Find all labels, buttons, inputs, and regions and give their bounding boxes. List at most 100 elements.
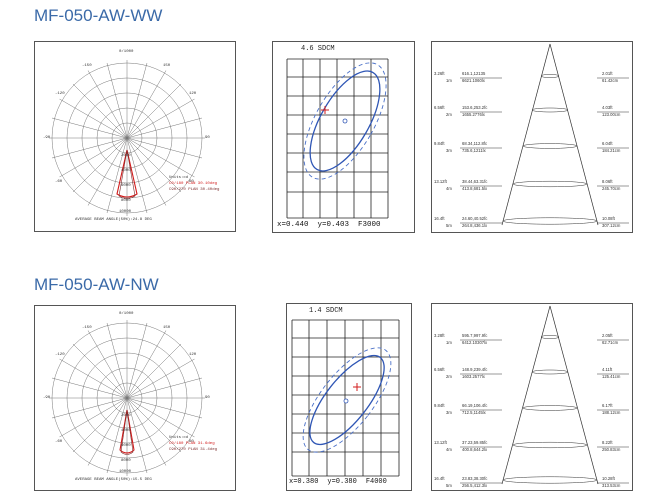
- cie-x-value: x=0.380: [289, 478, 319, 486]
- angle-label: -120: [55, 353, 65, 357]
- cone-distance: 13.12ft: [434, 179, 447, 184]
- sdcm-label: 4.6 SDCM: [301, 45, 335, 53]
- ring-label: 2000: [121, 414, 131, 418]
- polar-diagram: [49, 60, 205, 216]
- angle-label: -60: [55, 180, 63, 184]
- cone-illuminance: 413.8,681.5lx: [462, 186, 488, 191]
- angle-label: -150: [82, 326, 92, 330]
- cone-diagram-nw: 3.28ft 1m 595.7,997.9fc 6412.10307lx 2.05ft 6…: [431, 303, 633, 491]
- angle-label: -150: [82, 64, 92, 68]
- cone-illuminance: 264.8,436.1lx: [462, 223, 488, 228]
- cone-diameter: 245.70cm: [602, 186, 621, 191]
- angle-label: 90: [205, 136, 210, 140]
- cone-distance: 6.56ft: [434, 367, 445, 372]
- polar-chart-ww: 0/1000 -150 150 -120 120 -90 90 -60 60 2…: [34, 41, 236, 232]
- cone-diameter: 188.12cm: [602, 410, 621, 415]
- cone-diameter: 184.21cm: [602, 148, 621, 153]
- cone-distance: 13.12ft: [434, 440, 447, 445]
- cone-illuminance: 68.34,112.8fc: [462, 141, 488, 146]
- ring-label: 4000: [121, 429, 131, 433]
- cone-diagram-ww: 3.26ft 1m 616.1,12135 6621.1060lx 2.01ft 61.4…: [431, 41, 633, 233]
- cone-illuminance: 153.6,253.2fc: [462, 105, 488, 110]
- ring-label: 2000: [121, 154, 131, 158]
- angle-label: -60: [55, 440, 63, 444]
- cone-illuminance: 38.44,63.31fc: [462, 179, 488, 184]
- cie-y-value: y=0.380: [327, 478, 357, 486]
- cone-diameter: 4.11ft: [602, 367, 613, 372]
- polar-top-label: 0/1000: [119, 50, 134, 54]
- cone-distance: 5m: [446, 223, 452, 228]
- cone-illuminance: 23.83,38.30fc: [462, 476, 488, 481]
- cone-distance: 2m: [446, 112, 452, 117]
- angle-label: 120: [189, 353, 197, 357]
- sdcm-grid: [291, 319, 400, 477]
- cone-illuminance: 616.1,12135: [462, 71, 486, 76]
- cone-diameter: 250.83cm: [602, 447, 621, 452]
- polar-top-label: 0/1000: [119, 312, 134, 316]
- cone-illuminance: 1603.2577lx: [462, 374, 485, 379]
- cone-illuminance: 66.19,106.4fc: [462, 403, 488, 408]
- cone-diameter: 125.41cm: [602, 374, 621, 379]
- angle-label: -90: [43, 136, 51, 140]
- cone-diameter: 4.03ft: [602, 105, 613, 110]
- chromaticity-readout: x=0.380 y=0.380 F4000: [289, 478, 396, 486]
- cone-diameter: 6.04ft: [602, 141, 613, 146]
- cone-illuminance: 256.5,412.3lx: [462, 483, 488, 488]
- ring-label: 6000: [121, 444, 131, 448]
- cie-x-value: x=0.440: [277, 221, 309, 229]
- ring-label: 8000: [121, 459, 131, 463]
- cone-diameter: 62.71cm: [602, 340, 619, 345]
- cone-diameter: 6.17ft: [602, 403, 613, 408]
- beam-angle-caption: AVERAGE BEAM ANGLE(50%):15.5 DEG: [75, 478, 152, 482]
- cone-distance: 16.4ft: [434, 216, 445, 221]
- cie-chart-nw: 1.4 SDCM x=0.380 y=0.380 F4000: [286, 303, 412, 491]
- cone-illuminance: 595.7,997.9fc: [462, 333, 488, 338]
- cone-diameter: 2.01ft: [602, 71, 613, 76]
- cone-illuminance: 24.60,40.52fc: [462, 216, 488, 221]
- beam-cone: [460, 305, 629, 485]
- cone-illuminance: 6412.10307lx: [462, 340, 488, 345]
- cct-value: F3000: [358, 221, 381, 229]
- cone-diameter: 10.28ft: [602, 476, 615, 481]
- cone-distance: 4m: [446, 447, 452, 452]
- section-title-ww: MF-050-AW-WW: [34, 6, 163, 25]
- section-title-nw: MF-050-AW-NW: [34, 275, 159, 294]
- cone-distance: 9.84ft: [434, 403, 445, 408]
- cone-distance: 1m: [446, 78, 452, 83]
- angle-label: -120: [55, 92, 65, 96]
- sdcm-grid: [286, 58, 389, 219]
- cie-y-value: y=0.403: [317, 221, 350, 229]
- cone-diameter: 8.06ft: [602, 179, 613, 184]
- sdcm-label: 1.4 SDCM: [309, 307, 343, 315]
- legend-units: Units:cd: [169, 176, 189, 180]
- cone-diameter: 61.42cm: [602, 78, 619, 83]
- angle-label: 60: [189, 440, 194, 444]
- cone-illuminance: 735.6,1211lx: [462, 148, 486, 153]
- beam-angle-caption: AVERAGE BEAM ANGLE(50%):24.8 DEG: [75, 218, 152, 222]
- cone-diameter: 313.53cm: [602, 483, 621, 488]
- cct-value: F4000: [365, 478, 387, 486]
- cone-distance: 6.56ft: [434, 105, 445, 110]
- cie-chart-ww: 4.6 SDCM x=0.440 y=0.403 F3000: [272, 41, 415, 233]
- ring-label: 8000: [121, 199, 131, 203]
- cone-illuminance: 6621.1060lx: [462, 78, 485, 83]
- angle-label: 150: [163, 64, 171, 68]
- angle-label: 90: [205, 396, 210, 400]
- cone-illuminance: 37.23,59.85fc: [462, 440, 488, 445]
- ring-label: 6000: [121, 184, 131, 188]
- angle-label: 150: [163, 326, 171, 330]
- cone-distance: 1m: [446, 340, 452, 345]
- angle-label: -90: [43, 396, 51, 400]
- polar-diagram: [49, 320, 205, 476]
- cone-distance: 3.28ft: [434, 333, 445, 338]
- cone-diameter: 8.22ft: [602, 440, 613, 445]
- legend-entry: C90/270 PLAN 31.4deg: [169, 448, 218, 452]
- legend-entry: C90/270 PLAN 30.40deg: [169, 188, 220, 192]
- angle-label: 60: [189, 180, 194, 184]
- beam-cone: [460, 43, 629, 226]
- angle-label: 120: [189, 92, 197, 96]
- cone-distance: 3m: [446, 410, 452, 415]
- legend-units: Units:cd: [169, 436, 189, 440]
- polar-chart-nw: 0/1000 -150 150 -120 120 -90 90 -60 60 2…: [34, 305, 236, 491]
- cone-diameter: 123.00cm: [602, 112, 621, 117]
